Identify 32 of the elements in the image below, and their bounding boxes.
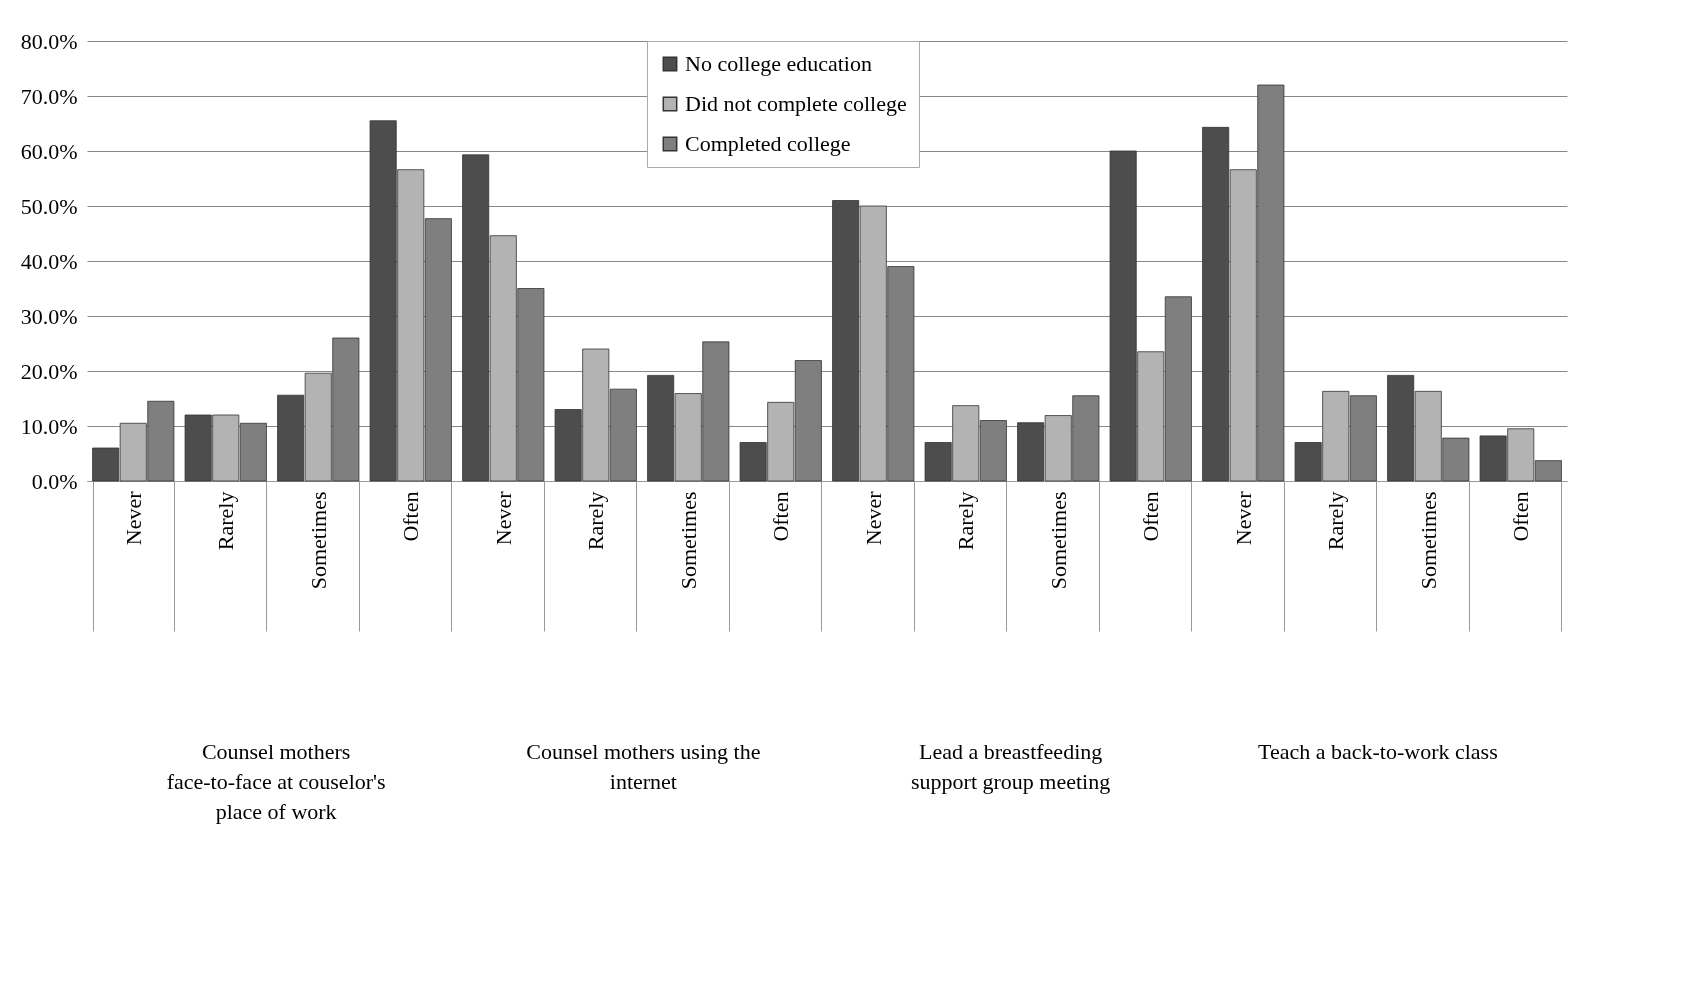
legend-label: Completed college [685,131,851,156]
y-tick-label: 60.0% [20,138,78,164]
x-tick-label: Sometimes [675,491,701,590]
x-tick-label: Rarely [953,491,979,551]
y-tick-label: 40.0% [20,248,78,274]
y-tick-label: 20.0% [20,358,78,384]
x-tick-label: Never [490,490,516,546]
legend-label: Did not complete college [685,91,907,116]
x-tick-label: Rarely [213,491,239,551]
x-tick-label: Often [1508,491,1534,542]
x-tick-label: Rarely [583,491,609,551]
x-tick-label: Never [120,490,146,546]
text: Counsel mothers using the internet [526,739,761,794]
x-tick-label: Often [768,491,794,542]
x-tick-label: Never [1230,490,1256,546]
text: Counsel mothers face-to-face at couselor's place of work [166,739,386,824]
x-tick-label: Often [398,491,424,542]
x-tick-label: Sometimes [1045,491,1071,590]
legend-label: No college education [685,51,872,76]
x-tick-label: Often [1138,491,1164,542]
text: Lead a breastfeeding support group meeting [911,739,1111,794]
x-tick-label: Sometimes [1415,491,1441,590]
x-tick-label: Rarely [1323,491,1349,551]
y-tick-label: 10.0% [20,413,78,439]
y-tick-label: 70.0% [20,83,78,109]
y-tick-label: 50.0% [20,193,78,219]
x-tick-label: Never [860,490,886,546]
y-tick-label: 0.0% [31,468,78,494]
text: Teach a back-to-work class [1258,739,1498,764]
y-tick-label: 30.0% [20,303,78,329]
y-tick-label: 80.0% [20,28,78,54]
x-tick-label: Sometimes [305,491,331,590]
